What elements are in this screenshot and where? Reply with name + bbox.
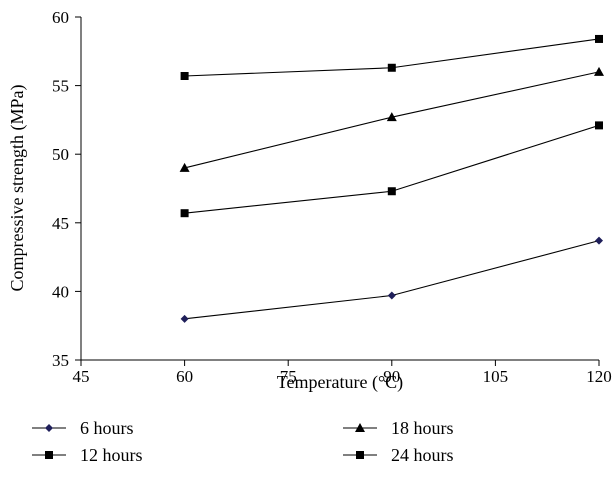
data-point xyxy=(180,314,189,323)
x-tick-label: 90 xyxy=(383,367,400,386)
y-tick-label: 40 xyxy=(52,282,69,301)
series-6-hours xyxy=(180,236,603,323)
x-tick-label: 60 xyxy=(176,367,193,386)
series-line xyxy=(184,124,600,214)
x-axis-title: Temperature (°C) xyxy=(277,372,403,393)
y-tick-label: 55 xyxy=(52,77,69,96)
data-point xyxy=(179,162,190,172)
data-point xyxy=(595,34,603,43)
legend: 6 hours 12 hours 18 hours 24 hours xyxy=(32,418,454,465)
axes xyxy=(80,17,599,361)
legend-item: 12 hours xyxy=(32,445,143,465)
y-tick-label: 60 xyxy=(52,8,69,27)
x-ticks: 45 60 75 90 105 120 xyxy=(73,360,612,386)
legend-label: 6 hours xyxy=(80,418,134,438)
y-ticks: 35 40 45 50 55 60 xyxy=(52,8,81,370)
data-point xyxy=(595,121,603,130)
legend-item: 6 hours xyxy=(32,418,134,438)
legend-item: 24 hours xyxy=(343,445,454,465)
data-point xyxy=(594,66,604,76)
legend-label: 12 hours xyxy=(80,445,143,465)
legend-marker xyxy=(45,451,53,459)
legend-marker xyxy=(355,423,365,432)
x-tick-label: 120 xyxy=(586,367,612,386)
series-line xyxy=(184,240,600,320)
x-tick-label: 75 xyxy=(280,367,297,386)
legend-marker xyxy=(45,424,53,432)
legend-item: 18 hours xyxy=(343,418,454,438)
series-24-hours xyxy=(180,34,603,80)
y-tick-label: 35 xyxy=(52,351,69,370)
y-tick-label: 45 xyxy=(52,214,69,233)
data-point xyxy=(387,291,396,300)
legend-label: 18 hours xyxy=(391,418,454,438)
legend-label: 24 hours xyxy=(391,445,454,465)
y-axis-title: Compressive strength (MPa) xyxy=(7,85,28,292)
data-point xyxy=(386,112,397,122)
y-tick-label: 50 xyxy=(52,145,69,164)
legend-marker xyxy=(356,451,364,459)
series-18-hours xyxy=(179,66,604,172)
data-point xyxy=(595,236,603,245)
data-point xyxy=(387,187,396,196)
series-layer xyxy=(179,34,604,323)
x-tick-label: 105 xyxy=(483,367,509,386)
data-point xyxy=(180,71,189,80)
data-point xyxy=(180,209,189,218)
data-point xyxy=(387,63,396,72)
series-12-hours xyxy=(180,121,603,218)
x-tick-label: 45 xyxy=(73,367,90,386)
